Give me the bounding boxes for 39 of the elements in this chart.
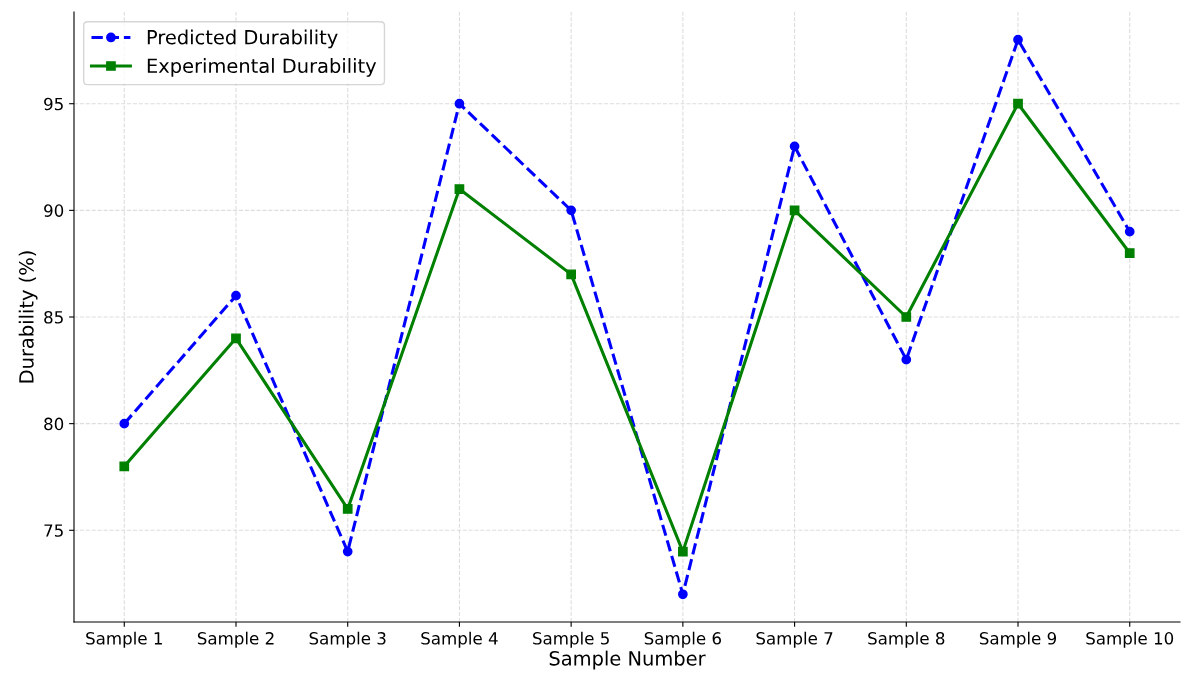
y-tick-label: 80 [44,417,64,431]
point [1013,34,1023,45]
x-tick-label: Sample 7 [756,631,833,648]
point [677,589,688,600]
point [231,333,241,344]
x-tick-label: Sample 9 [979,631,1057,648]
point [901,354,912,365]
point [677,546,688,557]
point [454,98,465,109]
x-axis-title: Sample Number [549,650,706,670]
y-tick-label: 95 [44,97,63,111]
x-tick-label: Sample 6 [644,631,722,648]
point [1124,248,1135,258]
legend-label: Experimental Durability [147,58,377,77]
point [119,461,130,472]
point [1124,226,1135,237]
point [789,141,800,152]
x-tick-label: Sample 3 [309,631,386,648]
point [342,504,353,514]
point [901,312,912,322]
x-tick-label: Sample 8 [868,631,945,648]
point [119,418,130,429]
y-axis-title: Durability (%) [18,251,38,383]
y-tick-label: 90 [44,204,64,217]
point [342,546,353,557]
y-tick-label: 85 [44,310,63,324]
x-tick-label: Sample 1 [86,631,162,648]
point [566,205,577,216]
point [789,205,800,216]
x-tick-label: Sample 10 [1086,631,1174,648]
legend-label: Predicted Durability [147,29,338,49]
point [231,290,241,301]
point [1013,98,1023,109]
x-tick-label: Sample 2 [197,631,274,648]
x-tick-label: Sample 5 [533,631,609,648]
y-tick-label: 75 [44,524,63,537]
point [566,269,577,280]
point [454,184,465,194]
x-tick-label: Sample 4 [421,631,498,648]
